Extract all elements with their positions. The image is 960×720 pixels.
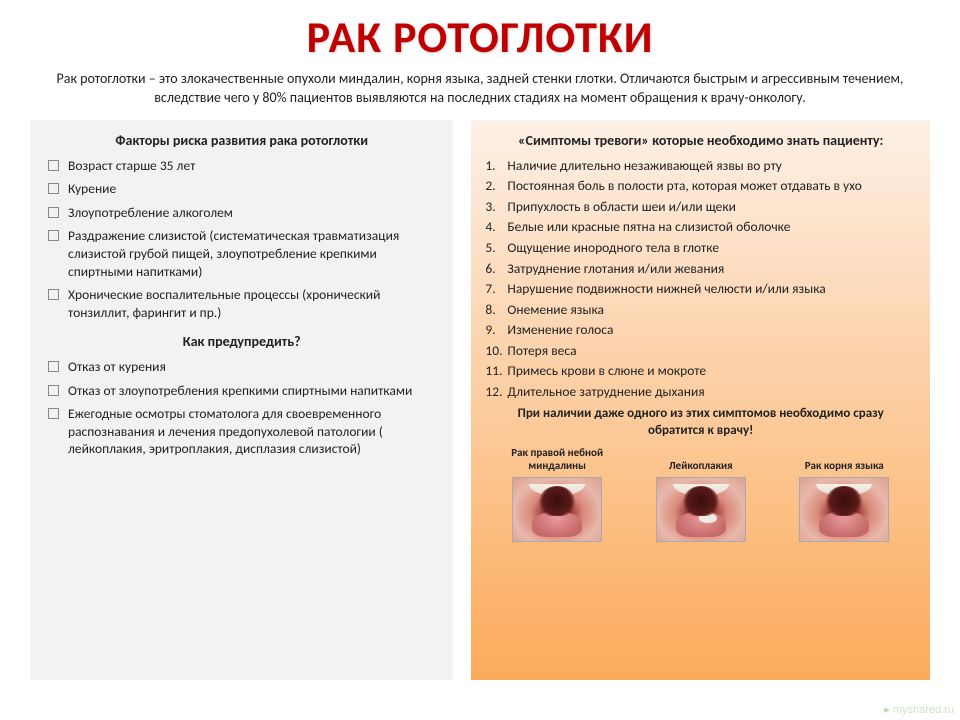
list-item: Нарушение подвижности нижней челюсти и/и… bbox=[485, 280, 916, 298]
list-item: Белые или красные пятна на слизистой обо… bbox=[485, 218, 916, 236]
photo-caption: Лейкоплакия bbox=[632, 459, 770, 472]
list-item: Примесь крови в слюне и мокроте bbox=[485, 362, 916, 380]
watermark-text: myshared.ru bbox=[893, 704, 954, 716]
list-item: Злоупотребление алкоголем bbox=[46, 204, 437, 222]
slide-root: РАК РОТОГЛОТКИ Рак ротоглотки – это злок… bbox=[0, 0, 960, 720]
list-item: Постоянная боль в полости рта, которая м… bbox=[485, 177, 916, 195]
photo-block: Лейкоплакия bbox=[632, 459, 770, 541]
list-item: Курение bbox=[46, 180, 437, 198]
intro-paragraph: Рак ротоглотки – это злокачественные опу… bbox=[30, 70, 930, 120]
list-item: Длительное затруднение дыхания bbox=[485, 383, 916, 401]
list-item: Наличие длительно незаживающей язвы во р… bbox=[485, 157, 916, 175]
list-item: Затруднение глотания и/или жевания bbox=[485, 260, 916, 278]
prevent-heading: Как предупредить? bbox=[46, 333, 437, 350]
photo-block: Рак правой небной миндалины bbox=[488, 446, 626, 541]
medical-photo-icon bbox=[799, 477, 889, 542]
list-item: Онемение языка bbox=[485, 301, 916, 319]
photo-block: Рак корня языка bbox=[775, 459, 913, 541]
watermark: ▸ myshared.ru bbox=[884, 703, 954, 716]
risk-heading: Факторы риска развития рака ротоглотки bbox=[46, 132, 437, 149]
list-item: Припухлость в области шеи и/или щеки bbox=[485, 198, 916, 216]
left-column: Факторы риска развития рака ротоглотки В… bbox=[30, 120, 453, 680]
list-item: Возраст старше 35 лет bbox=[46, 157, 437, 175]
photo-caption: Рак правой небной миндалины bbox=[488, 446, 626, 472]
prevention-list: Отказ от курения Отказ от злоупотреблени… bbox=[46, 358, 437, 458]
list-item: Отказ от курения bbox=[46, 358, 437, 376]
list-item: Ощущение инородного тела в глотке bbox=[485, 239, 916, 257]
list-item: Отказ от злоупотребления крепкими спиртн… bbox=[46, 382, 437, 400]
medical-photo-icon bbox=[512, 477, 602, 542]
page-title: РАК РОТОГЛОТКИ bbox=[30, 10, 930, 64]
list-item: Изменение голоса bbox=[485, 321, 916, 339]
two-column-layout: Факторы риска развития рака ротоглотки В… bbox=[30, 120, 930, 680]
symptoms-heading: «Симптомы тревоги» которые необходимо зн… bbox=[485, 132, 916, 149]
list-item: Потеря веса bbox=[485, 342, 916, 360]
list-item: Ежегодные осмотры стоматолога для своевр… bbox=[46, 405, 437, 458]
risk-list: Возраст старше 35 лет Курение Злоупотреб… bbox=[46, 157, 437, 321]
right-column: «Симптомы тревоги» которые необходимо зн… bbox=[471, 120, 930, 680]
photo-caption: Рак корня языка bbox=[775, 459, 913, 472]
photo-row: Рак правой небной миндалины Лейкоплакия … bbox=[485, 446, 916, 541]
medical-photo-icon bbox=[656, 477, 746, 542]
list-item: Раздражение слизистой (систематическая т… bbox=[46, 227, 437, 280]
warning-note: При наличии даже одного из этих симптомо… bbox=[489, 406, 912, 440]
symptoms-list: Наличие длительно незаживающей язвы во р… bbox=[485, 157, 916, 401]
list-item: Хронические воспалительные процессы (хро… bbox=[46, 286, 437, 321]
